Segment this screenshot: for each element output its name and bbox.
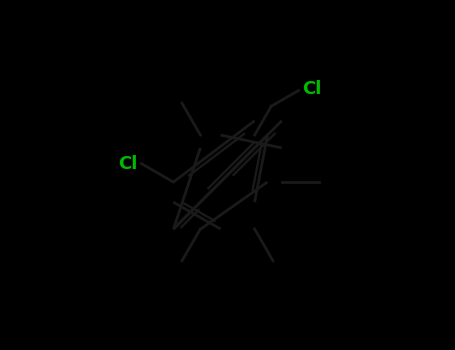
Text: Cl: Cl <box>302 80 321 98</box>
Text: Cl: Cl <box>118 155 137 173</box>
